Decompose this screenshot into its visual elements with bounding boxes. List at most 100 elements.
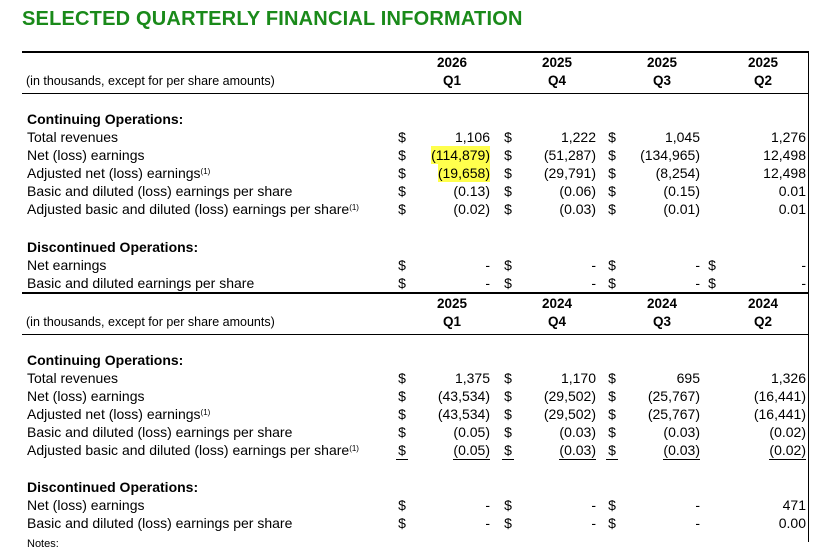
cell-value: (114,879) <box>431 146 490 164</box>
table-row: Adjusted net (loss) earnings(1) $ (43,534)… <box>22 405 808 423</box>
currency-symbol: $ <box>608 424 616 440</box>
row-label: Total revenues <box>27 129 119 145</box>
col-header: 2024 Q2 <box>747 296 779 329</box>
row-label: Adjusted basic and diluted (loss) earnin… <box>27 201 359 217</box>
currency-symbol: $ <box>504 275 512 291</box>
header-bottom-rule <box>22 93 808 94</box>
cell-value: (0.03) <box>663 442 700 460</box>
currency-symbol: $ <box>504 406 512 422</box>
units-note: (in thousands, except for per share amou… <box>26 315 275 329</box>
cell-value: (43,534) <box>437 388 490 404</box>
page-title: SELECTED QUARTERLY FINANCIAL INFORMATION <box>22 8 523 30</box>
currency-symbol: $ <box>504 515 512 531</box>
cell-value: (0.15) <box>663 183 700 199</box>
cell-value: (16,441) <box>753 406 806 422</box>
row-label: Basic and diluted (loss) earnings per sh… <box>27 515 293 531</box>
currency-symbol: $ <box>608 275 616 291</box>
currency-symbol: $ <box>398 424 406 440</box>
cell-value: (29,502) <box>543 388 596 404</box>
cell-value: 1,326 <box>770 370 806 386</box>
col-header: 2025 Q4 <box>541 55 573 88</box>
cell-value: (25,767) <box>647 406 700 422</box>
row-label: Adjusted net (loss) earnings(1) <box>27 165 211 181</box>
cell-value: (29,791) <box>543 165 596 181</box>
row-label: Basic and diluted (loss) earnings per sh… <box>27 424 293 440</box>
cell-value: - <box>695 497 700 513</box>
col-header: 2025 Q3 <box>646 55 678 88</box>
currency-symbol: $ <box>608 257 616 273</box>
currency-symbol: $ <box>608 406 616 422</box>
cell-value: 0.01 <box>778 183 806 199</box>
cell-value: - <box>485 497 490 513</box>
currency-symbol: $ <box>608 201 616 217</box>
col-header: 2025 Q1 <box>436 296 468 329</box>
currency-symbol: $ <box>398 275 406 291</box>
currency-symbol: $ <box>608 147 616 163</box>
cell-value: (43,534) <box>437 406 490 422</box>
currency-symbol: $ <box>708 275 716 291</box>
currency-symbol: $ <box>608 129 616 145</box>
currency-symbol: $ <box>608 370 616 386</box>
currency-symbol: $ <box>398 515 406 531</box>
footnote: Notes: <box>27 538 59 550</box>
currency-symbol: $ <box>504 129 512 145</box>
cell-value: - <box>485 515 490 531</box>
cell-value: - <box>591 275 596 291</box>
table-row: Basic and diluted (loss) earnings per sh… <box>22 514 808 532</box>
cell-value: - <box>485 257 490 273</box>
currency-symbol: $ <box>398 388 406 404</box>
currency-symbol: $ <box>504 183 512 199</box>
table-row: Net (loss) earnings $ (114,879) $ (51,287) $ (… <box>22 146 808 164</box>
currency-symbol: $ <box>398 147 406 163</box>
currency-symbol: $ <box>398 406 406 422</box>
cell-value: (134,965) <box>640 147 700 163</box>
cell-value: (0.03) <box>559 201 596 217</box>
table-row: Basic and diluted (loss) earnings per sh… <box>22 423 808 441</box>
table-row: Basic and diluted (loss) earnings per sh… <box>22 182 808 200</box>
col-header: 2024 Q3 <box>646 296 678 329</box>
currency-symbol: $ <box>502 441 514 460</box>
cell-value: 1,222 <box>560 129 596 145</box>
section-heading: Continuing Operations: <box>27 352 184 368</box>
currency-symbol: $ <box>504 257 512 273</box>
header-top-rule <box>22 51 808 53</box>
cell-value: (19,658) <box>437 164 490 182</box>
cell-value: (8,254) <box>655 165 700 181</box>
section-heading: Discontinued Operations: <box>27 239 199 255</box>
currency-symbol: $ <box>504 165 512 181</box>
table-row: Adjusted net (loss) earnings(1) $ (19,658)… <box>22 164 808 182</box>
currency-symbol: $ <box>608 497 616 513</box>
row-label: Adjusted net (loss) earnings(1) <box>27 406 211 422</box>
col-header: 2026 Q1 <box>436 55 468 88</box>
cell-value: - <box>695 275 700 291</box>
cell-value: - <box>591 257 596 273</box>
currency-symbol: $ <box>708 257 716 273</box>
table-row: Adjusted basic and diluted (loss) earnin… <box>22 441 808 460</box>
section-heading: Continuing Operations: <box>27 111 184 127</box>
col-header: 2024 Q4 <box>541 296 573 329</box>
currency-symbol: $ <box>608 515 616 531</box>
currency-symbol: $ <box>398 183 406 199</box>
currency-symbol: $ <box>504 370 512 386</box>
cell-value: (0.02) <box>769 442 806 460</box>
table-row: Net earnings $ - $ - $ - $ - <box>22 256 808 274</box>
cell-value: (51,287) <box>543 147 596 163</box>
currency-symbol: $ <box>398 201 406 217</box>
table-row: Adjusted basic and diluted (loss) earnin… <box>22 200 808 218</box>
cell-value: 12,498 <box>763 147 806 163</box>
row-label: Net (loss) earnings <box>27 388 145 404</box>
row-label: Net (loss) earnings <box>27 147 145 163</box>
section-heading: Discontinued Operations: <box>27 479 199 495</box>
cell-value: (16,441) <box>753 388 806 404</box>
currency-symbol: $ <box>504 147 512 163</box>
cell-value: 0.01 <box>778 201 806 217</box>
cell-value: - <box>591 497 596 513</box>
col-header: 2025 Q2 <box>747 55 779 88</box>
cell-value: 0.00 <box>778 515 806 531</box>
cell-value: 12,498 <box>763 165 806 181</box>
table-row: Total revenues $1,375 $1,170 $695 1,326 <box>22 369 808 387</box>
table-row: Total revenues $1,106 $1,222 $1,045 1,276 <box>22 128 808 146</box>
cell-value: (0.06) <box>559 183 596 199</box>
currency-symbol: $ <box>608 388 616 404</box>
right-border <box>808 51 809 542</box>
